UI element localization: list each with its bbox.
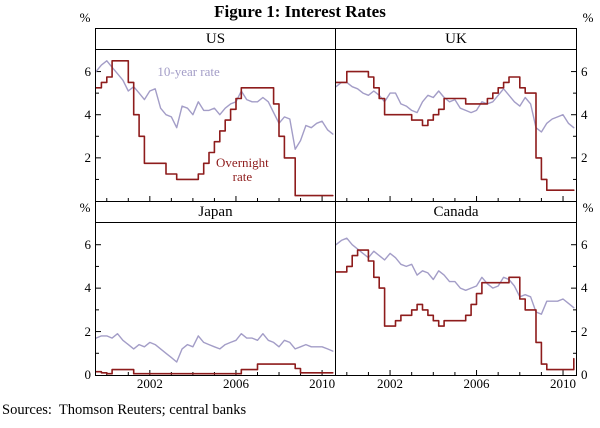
panel-canada: Canada <box>336 202 576 375</box>
percent-unit-label: % <box>582 10 594 25</box>
panel-us: US 10-year rate Overnight rate <box>96 29 336 202</box>
panel-title-us: US <box>96 29 335 50</box>
y-axis-label-left: 0 <box>84 367 92 382</box>
panel-plot-svg <box>96 244 334 375</box>
y-axis-label-right: 6 <box>581 63 588 79</box>
panel-plot-svg <box>336 237 576 375</box>
y-axis-label-right: 4 <box>581 106 588 122</box>
figure-title: Figure 1: Interest Rates <box>214 2 386 21</box>
y-axis-label-right: 2 <box>581 149 588 165</box>
y-axis-label-left: 6 <box>84 63 92 79</box>
y-axis-label-right: 2 <box>581 323 588 339</box>
x-axis-year-label: 2006 <box>463 376 490 391</box>
percent-unit-label: % <box>79 10 91 25</box>
panel-plot-svg <box>96 60 334 201</box>
panel-plot-us: 10-year rate Overnight rate <box>96 50 335 201</box>
panel-japan: Japan <box>96 202 336 375</box>
ten-year-rate-line <box>336 237 575 315</box>
ten-year-rate-line <box>96 60 334 150</box>
x-axis-year-label: 2002 <box>136 376 163 391</box>
y-axis-label-left: 2 <box>84 323 92 339</box>
panel-plot-svg <box>336 70 576 201</box>
panel-plot-uk <box>336 50 576 201</box>
y-axis-label-left: 4 <box>84 280 92 296</box>
y-axis-label-left: 2 <box>84 149 92 165</box>
y-axis-label-right: 6 <box>581 236 588 252</box>
overnight-rate-line <box>96 60 334 197</box>
panel-uk: UK <box>336 29 576 202</box>
overnight-rate-line <box>336 70 575 191</box>
x-axis-year-label: 2010 <box>309 376 336 391</box>
series-label-annotation: Overnight rate <box>216 154 269 184</box>
panel-title-uk: UK <box>336 29 576 50</box>
x-axis-year-label: 2002 <box>377 376 404 391</box>
x-axis-year-label: 2006 <box>222 376 249 391</box>
chart-area: US 10-year rate Overnight rate UK Japan C… <box>95 28 577 376</box>
y-axis-label-right: 4 <box>581 280 588 296</box>
panel-title-japan: Japan <box>96 202 335 223</box>
ten-year-rate-line <box>336 81 575 133</box>
series-label-annotation: 10-year rate <box>157 63 220 79</box>
overnight-rate-line <box>336 249 575 371</box>
panel-title-canada: Canada <box>336 202 576 223</box>
percent-unit-label: % <box>79 200 91 215</box>
percent-unit-label: % <box>582 200 594 215</box>
y-axis-label-right: 0 <box>581 367 588 382</box>
y-axis-label-left: 6 <box>84 236 92 252</box>
sources-note: Sources: Thomson Reuters; central banks <box>2 402 247 418</box>
panel-plot-japan <box>96 223 335 375</box>
x-axis-year-label: 2010 <box>550 376 577 391</box>
overnight-rate-line <box>96 363 334 375</box>
y-axis-label-left: 4 <box>84 106 92 122</box>
panel-plot-canada <box>336 223 576 375</box>
ten-year-rate-line <box>96 333 334 363</box>
